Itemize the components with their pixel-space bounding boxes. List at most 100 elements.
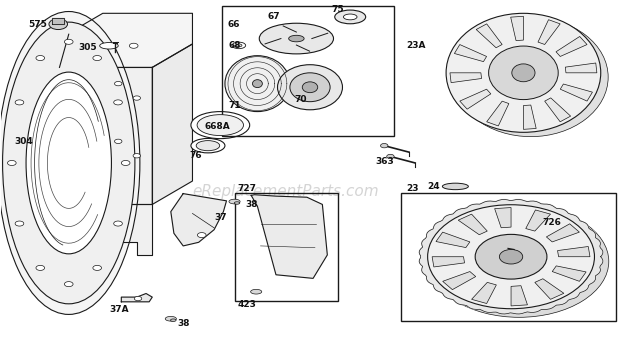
Ellipse shape: [166, 316, 176, 321]
Text: 305: 305: [78, 43, 97, 52]
Text: 76: 76: [189, 151, 202, 160]
Ellipse shape: [196, 140, 219, 151]
Ellipse shape: [475, 234, 547, 279]
Polygon shape: [526, 210, 551, 231]
Text: 668A: 668A: [205, 122, 231, 131]
Text: 75: 75: [332, 5, 344, 14]
Text: 37A: 37A: [109, 304, 128, 313]
Ellipse shape: [252, 80, 262, 88]
Ellipse shape: [197, 115, 244, 135]
Ellipse shape: [26, 72, 112, 254]
Polygon shape: [450, 73, 482, 83]
Ellipse shape: [489, 46, 558, 100]
Text: 23A: 23A: [406, 41, 425, 50]
Circle shape: [64, 282, 73, 287]
Circle shape: [93, 265, 102, 270]
Ellipse shape: [234, 202, 240, 204]
Text: 37: 37: [214, 212, 227, 222]
Circle shape: [93, 55, 102, 60]
Circle shape: [130, 43, 138, 48]
Ellipse shape: [428, 205, 595, 309]
Polygon shape: [60, 205, 153, 255]
Polygon shape: [476, 24, 502, 48]
Polygon shape: [436, 232, 470, 248]
Text: 38: 38: [177, 319, 190, 328]
Bar: [234, 193, 338, 301]
Text: 66: 66: [228, 20, 240, 29]
Circle shape: [381, 143, 388, 148]
Polygon shape: [419, 199, 603, 314]
Ellipse shape: [289, 35, 304, 42]
Polygon shape: [523, 105, 536, 129]
Polygon shape: [487, 101, 509, 126]
Ellipse shape: [259, 23, 334, 54]
Text: 363: 363: [375, 157, 394, 166]
Polygon shape: [538, 20, 560, 45]
Ellipse shape: [278, 65, 342, 110]
Text: 24: 24: [428, 182, 440, 191]
Polygon shape: [454, 45, 487, 62]
Ellipse shape: [229, 199, 240, 204]
Ellipse shape: [343, 14, 357, 20]
Circle shape: [133, 153, 141, 158]
Polygon shape: [251, 195, 327, 278]
Polygon shape: [495, 207, 511, 228]
Text: 423: 423: [237, 300, 257, 309]
Ellipse shape: [100, 42, 118, 49]
Circle shape: [64, 39, 73, 44]
Circle shape: [113, 221, 122, 226]
Polygon shape: [556, 37, 587, 56]
Ellipse shape: [250, 289, 262, 294]
Ellipse shape: [446, 13, 601, 132]
Text: 70: 70: [294, 95, 307, 104]
Circle shape: [387, 154, 394, 159]
Circle shape: [133, 96, 141, 100]
Polygon shape: [52, 18, 64, 24]
Polygon shape: [432, 257, 464, 267]
Polygon shape: [511, 16, 523, 41]
Circle shape: [135, 296, 142, 301]
Ellipse shape: [499, 249, 523, 264]
Polygon shape: [60, 13, 192, 67]
Ellipse shape: [191, 138, 225, 153]
Circle shape: [7, 160, 16, 165]
Polygon shape: [545, 98, 570, 122]
Bar: [222, 6, 394, 136]
Polygon shape: [458, 214, 487, 235]
Polygon shape: [60, 67, 153, 205]
Ellipse shape: [303, 82, 317, 93]
Polygon shape: [460, 89, 491, 109]
Polygon shape: [560, 84, 593, 101]
Ellipse shape: [430, 206, 609, 317]
Polygon shape: [171, 194, 226, 246]
Text: 575: 575: [29, 20, 47, 29]
Circle shape: [115, 139, 122, 143]
Polygon shape: [557, 247, 590, 257]
Text: 68: 68: [228, 41, 241, 50]
Text: 67: 67: [268, 12, 281, 21]
Text: 726: 726: [542, 218, 561, 227]
Text: 23: 23: [406, 184, 419, 193]
Ellipse shape: [170, 319, 176, 321]
Ellipse shape: [2, 22, 135, 304]
Text: 38: 38: [245, 200, 257, 209]
Polygon shape: [122, 294, 153, 302]
Polygon shape: [472, 282, 497, 303]
Text: eReplacementParts.com: eReplacementParts.com: [192, 184, 379, 199]
Ellipse shape: [290, 73, 330, 102]
Circle shape: [15, 100, 24, 105]
Ellipse shape: [225, 56, 290, 111]
Bar: [401, 193, 616, 321]
Ellipse shape: [443, 183, 468, 190]
Text: 304: 304: [14, 137, 33, 146]
Polygon shape: [535, 279, 564, 299]
Ellipse shape: [0, 12, 140, 315]
Polygon shape: [565, 63, 597, 73]
Ellipse shape: [335, 10, 366, 24]
Polygon shape: [443, 272, 476, 290]
Circle shape: [113, 100, 122, 105]
Circle shape: [15, 221, 24, 226]
Circle shape: [36, 265, 45, 270]
Circle shape: [36, 55, 45, 60]
Ellipse shape: [236, 44, 242, 47]
